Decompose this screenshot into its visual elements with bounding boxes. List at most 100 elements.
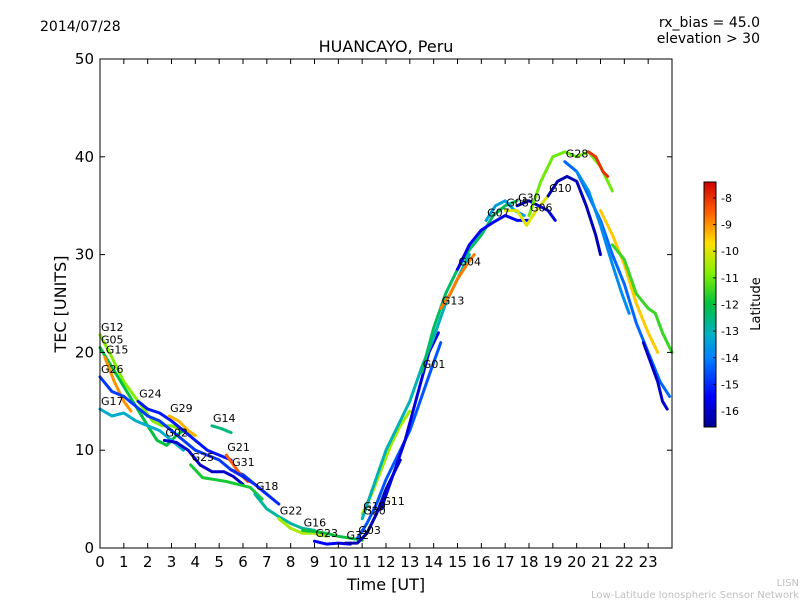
series-label-g17: G17 xyxy=(101,395,124,408)
series-label-g02: G02 xyxy=(165,426,188,439)
series-line-track-30 xyxy=(587,150,610,178)
colorbar-tick-label: -12 xyxy=(721,299,739,312)
x-tick-label: 7 xyxy=(262,553,272,571)
series-label-g24: G24 xyxy=(139,387,162,400)
bias-label: rx_bias = 45.0 xyxy=(659,15,760,31)
x-tick-label: 13 xyxy=(400,553,419,571)
series-line-g13 xyxy=(439,253,476,310)
series-line-g22 xyxy=(277,517,328,538)
series-label-g25: G25 xyxy=(192,451,215,464)
x-tick-label: 5 xyxy=(214,553,224,571)
series-label-g32: G32 xyxy=(347,529,370,542)
series-label-g22: G22 xyxy=(280,505,303,518)
colorbar-tick-label: -10 xyxy=(721,245,739,258)
x-tick-label: 10 xyxy=(329,553,348,571)
colorbar-tick-label: -11 xyxy=(721,272,739,285)
series-label-g01: G01 xyxy=(423,358,446,371)
x-tick-label: 12 xyxy=(376,553,395,571)
series-label-g29: G29 xyxy=(170,402,193,415)
series-line-g17 xyxy=(98,407,185,452)
series-label-g06: G06 xyxy=(530,202,553,215)
footer-org-full: Low-Latitude Ionospheric Sensor Network xyxy=(591,590,799,600)
series-label-g16: G16 xyxy=(304,516,327,529)
x-tick-label: 6 xyxy=(238,553,248,571)
series-label-g12: G12 xyxy=(101,321,124,334)
series-line-g02 xyxy=(162,438,245,486)
series-label-g13: G13 xyxy=(442,294,465,307)
series-label-g30: G30 xyxy=(518,192,541,205)
x-tick-label: 18 xyxy=(519,553,538,571)
footer-org-short: LISN xyxy=(777,578,799,589)
x-tick-label: 0 xyxy=(95,553,105,571)
x-tick-label: 1 xyxy=(119,553,129,571)
series-line-g04 xyxy=(456,214,531,271)
series-line-g25 xyxy=(189,463,264,501)
series-label-g10: G10 xyxy=(549,182,572,195)
x-tick-label: 17 xyxy=(496,553,515,571)
x-tick-label: 2 xyxy=(143,553,153,571)
series-line-g31 xyxy=(229,468,281,506)
colorbar-ticks: -8 -9 -10 -11 -12 -13 -14 -15 -16 xyxy=(713,192,739,418)
x-tick-label: 8 xyxy=(286,553,296,571)
series-line-track-32 xyxy=(610,243,674,354)
colorbar-tick-label: -15 xyxy=(721,378,739,391)
x-tick-label: 20 xyxy=(567,553,586,571)
y-tick-label: 20 xyxy=(75,343,94,361)
series-label-g18: G18 xyxy=(256,480,279,493)
series-label-g05: G05 xyxy=(101,334,124,347)
series-label-g20: G20 xyxy=(363,505,386,518)
series-line-g10 xyxy=(546,174,602,257)
y-tick-label: 10 xyxy=(75,441,94,459)
series-line-g16 xyxy=(301,528,364,542)
y-tick-label: 0 xyxy=(84,539,94,557)
series-line-g01 xyxy=(420,199,519,374)
x-tick-label: 16 xyxy=(472,553,491,571)
x-tick-label: 19 xyxy=(543,553,562,571)
series-line-g03 xyxy=(355,341,443,540)
x-tick-label: 14 xyxy=(424,553,443,571)
x-tick-label: 22 xyxy=(615,553,634,571)
series-line-g14 xyxy=(210,424,233,435)
series-line-g30 xyxy=(515,199,557,222)
series-label-g28: G28 xyxy=(566,148,589,161)
colorbar-tick-label: -8 xyxy=(721,192,732,205)
series-label-g04: G04 xyxy=(459,255,482,268)
series-line-track-34 xyxy=(575,170,631,315)
colorbar-tick-label: -13 xyxy=(721,325,739,338)
series-label-g21: G21 xyxy=(227,441,250,454)
series-label-g08: G08 xyxy=(506,197,529,210)
series-layer xyxy=(98,150,674,546)
series-line-g29 xyxy=(167,414,197,437)
plot-frame xyxy=(99,58,673,549)
series-label-g23: G23 xyxy=(316,527,339,540)
colorbar-tick-label: -16 xyxy=(721,405,739,418)
x-axis: 0 1 2 3 4 5 6 7 8 9 10 11 12 13 14 15 16 17 18 19 20 21 22 23 xyxy=(95,59,658,571)
series-label-g19: G19 xyxy=(363,500,386,513)
x-tick-label: 9 xyxy=(310,553,320,571)
y-axis: 0 10 20 30 40 50 xyxy=(75,50,672,557)
series-label-g31: G31 xyxy=(232,456,255,469)
x-tick-label: 21 xyxy=(591,553,610,571)
satellite-labels: G12G05G15G26G17G24G29G02G14G25G21G31G18G… xyxy=(101,148,588,542)
series-label-g11: G11 xyxy=(382,495,405,508)
series-label-g15: G15 xyxy=(106,343,129,356)
date-label: 2014/07/28 xyxy=(40,19,121,35)
series-line-g15 xyxy=(103,355,133,413)
x-tick-label: 3 xyxy=(167,553,177,571)
series-label-g14: G14 xyxy=(213,412,236,425)
x-tick-label: 4 xyxy=(191,553,201,571)
y-tick-label: 30 xyxy=(75,246,94,264)
series-line-g18 xyxy=(253,492,316,532)
chart-title: HUANCAYO, Peru xyxy=(319,37,454,56)
series-label-g26: G26 xyxy=(101,363,124,376)
x-tick-label: 23 xyxy=(639,553,658,571)
series-line-track-33 xyxy=(641,341,669,411)
colorbar-label: Latitude xyxy=(749,277,764,331)
x-tick-label: 11 xyxy=(353,553,372,571)
y-axis-label: TEC [UNITS] xyxy=(51,256,70,354)
x-axis-label: Time [UT] xyxy=(346,575,425,594)
y-tick-label: 50 xyxy=(75,50,94,68)
x-tick-label: 15 xyxy=(448,553,467,571)
colorbar-tick-label: -14 xyxy=(721,352,739,365)
